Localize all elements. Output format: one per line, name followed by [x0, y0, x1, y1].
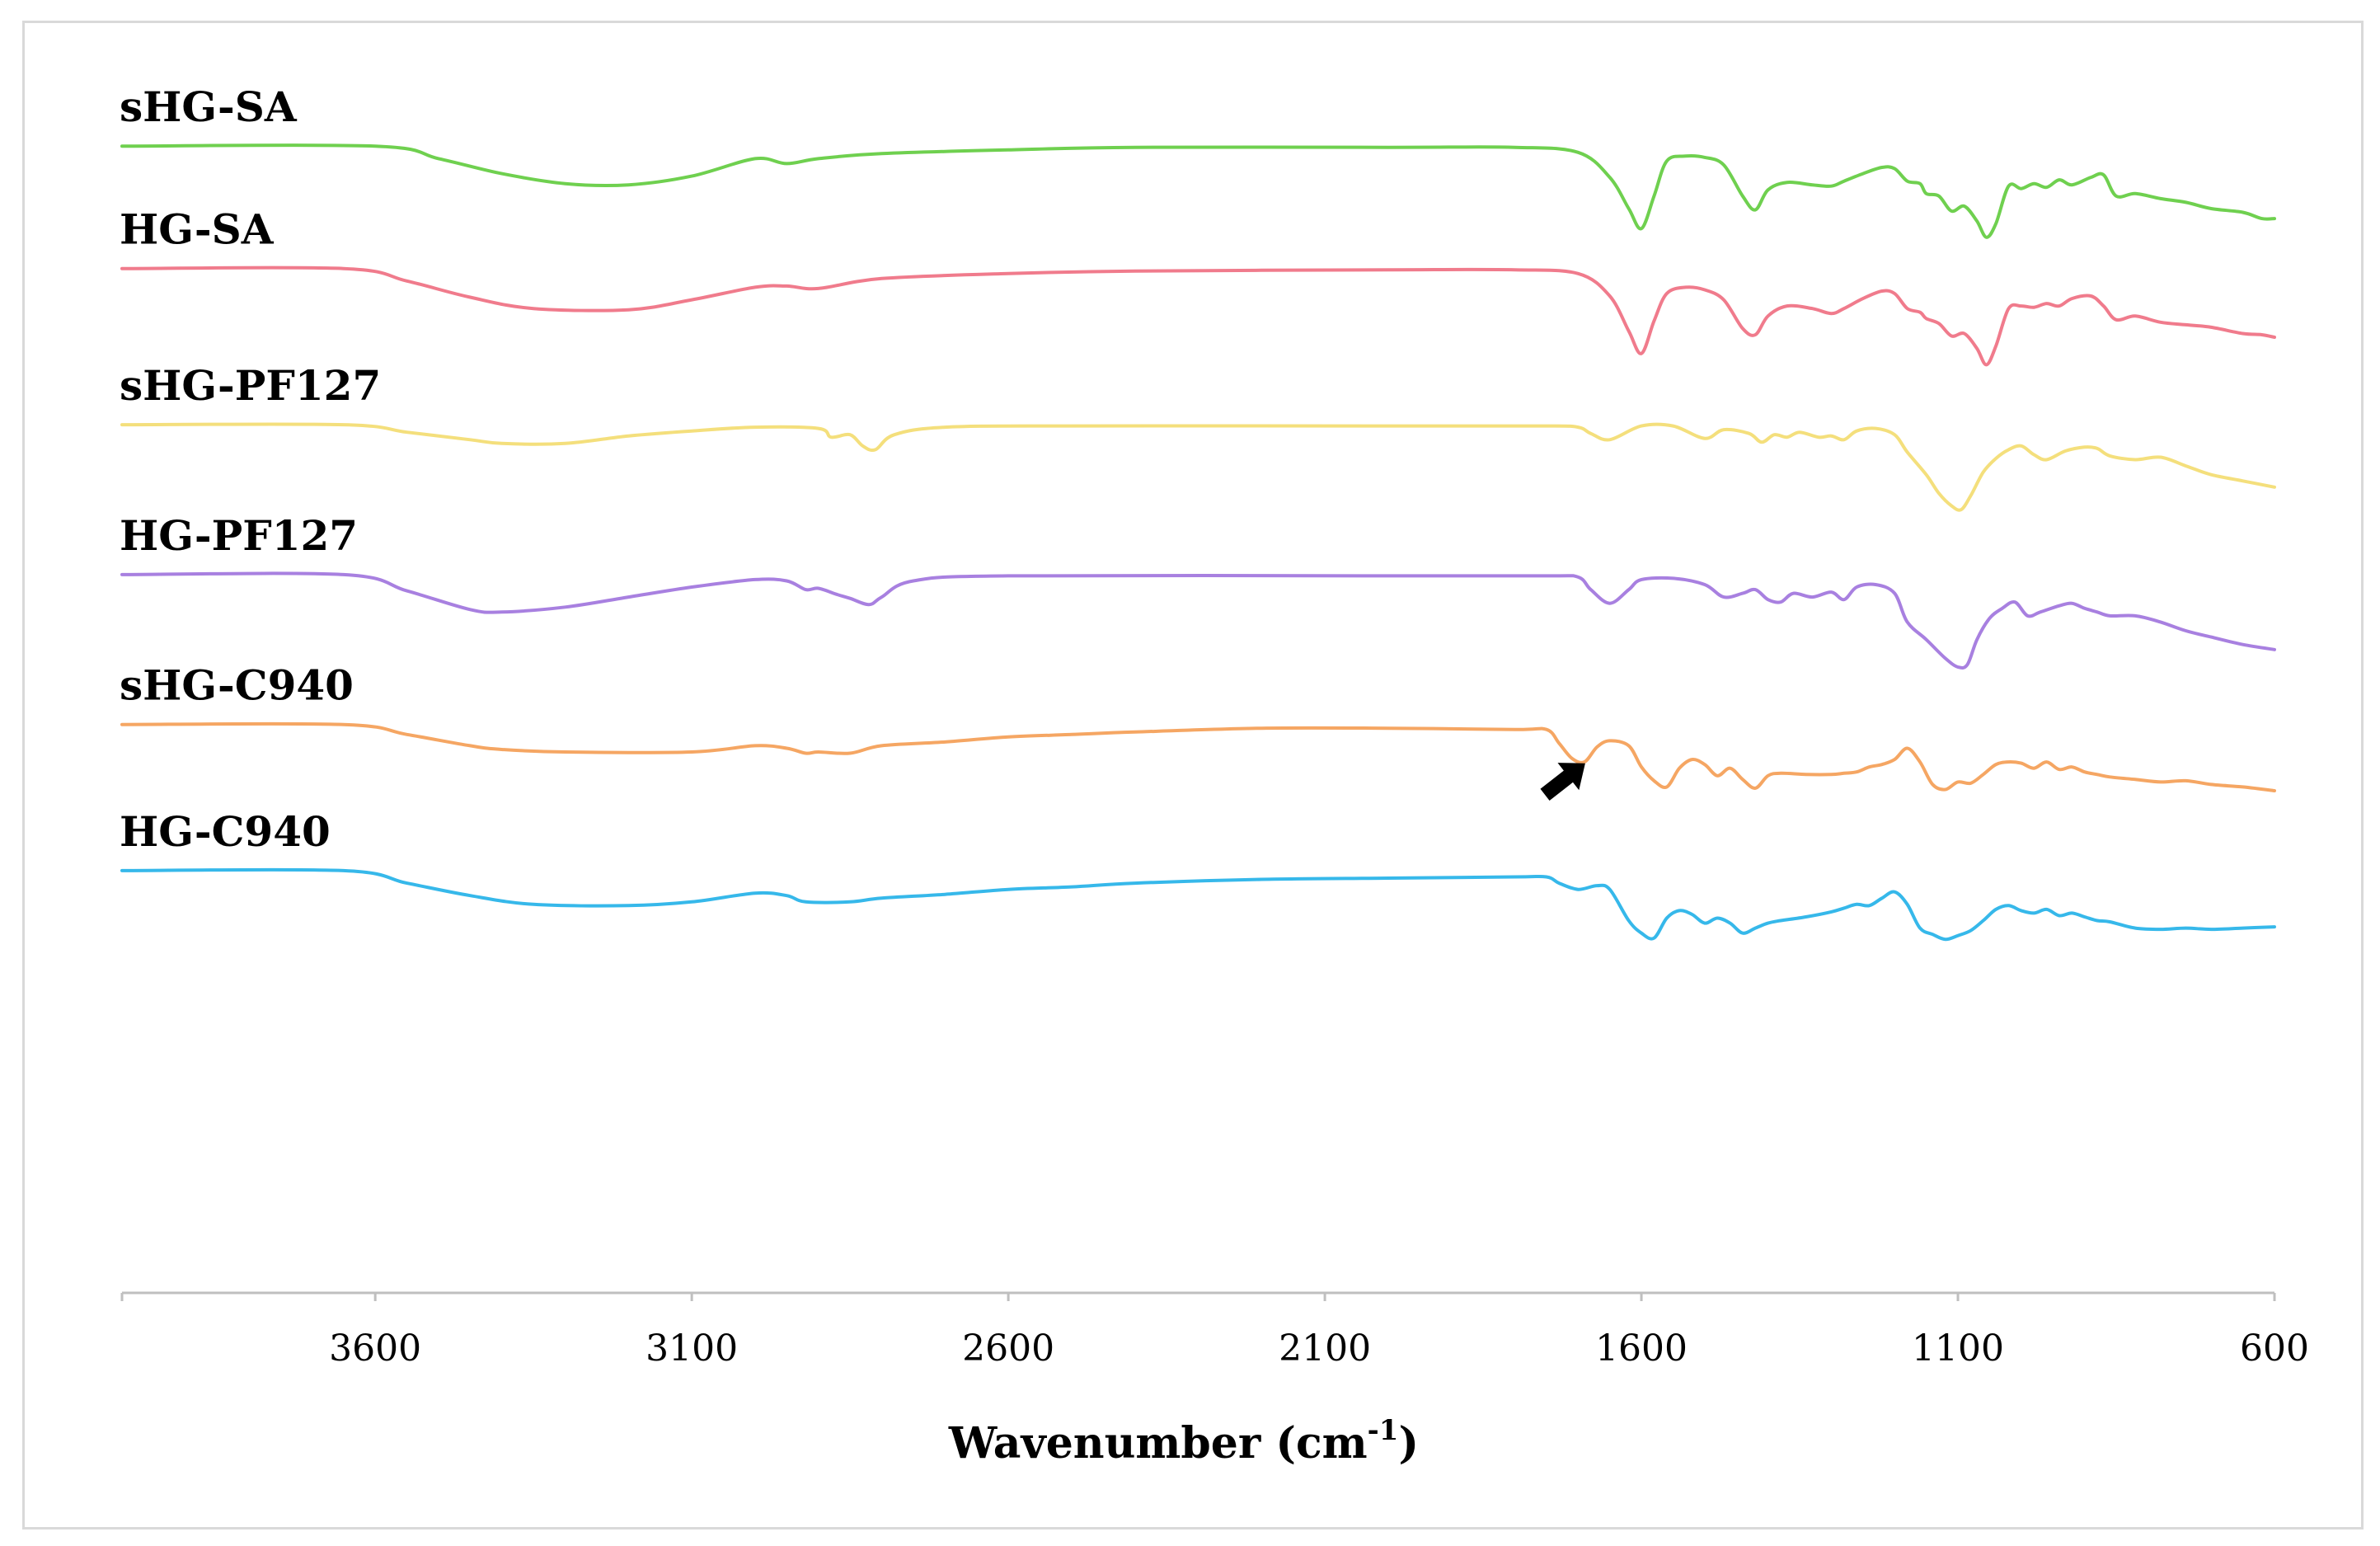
x-tick-label: 1100	[1912, 1327, 2004, 1370]
annotation-layer	[1540, 763, 1585, 801]
series-line-shg-sa	[120, 143, 2276, 239]
series-label-hg-pf127: HG-PF127	[120, 511, 358, 560]
series-label-shg-sa: sHG-SA	[120, 82, 298, 131]
series-line-shg-c940	[120, 721, 2276, 792]
series-line-hg-pf127	[120, 571, 2276, 670]
x-tick-label: 600	[2240, 1327, 2309, 1370]
series-label-shg-pf127: sHG-PF127	[120, 361, 381, 410]
series-label-shg-c940: sHG-C940	[120, 661, 354, 710]
series-line-shg-pf127	[120, 422, 2276, 512]
x-tick-label: 3100	[645, 1327, 738, 1370]
x-tick-layer: 3600 3100 2600 2100 1600 1100 600	[120, 1293, 2309, 1370]
series-label-layer: sHG-SA HG-SA sHG-PF127 HG-PF127 sHG-C940 HG-C…	[120, 82, 381, 856]
series-line-hg-sa	[120, 265, 2276, 367]
series-label-hg-c940: HG-C940	[120, 807, 331, 856]
x-tick-label: 2600	[962, 1327, 1054, 1370]
figure-frame: sHG-SA HG-SA sHG-PF127 HG-PF127 sHG-C940 HG-C…	[22, 21, 2364, 1530]
x-tick-label: 1600	[1595, 1327, 1688, 1370]
series-layer	[120, 143, 2276, 942]
x-tick-label: 2100	[1279, 1327, 1371, 1370]
x-axis-title: Wavenumber (cm-1)	[948, 1414, 1419, 1468]
x-axis: 3600 3100 2600 2100 1600 1100 600 Wavenumber (…	[120, 1291, 2309, 1468]
annotation-arrow-icon	[1540, 763, 1585, 801]
series-label-hg-sa: HG-SA	[120, 205, 275, 254]
ftir-spectra-chart: sHG-SA HG-SA sHG-PF127 HG-PF127 sHG-C940 HG-C…	[120, 82, 2309, 1468]
series-line-hg-c940	[120, 867, 2276, 942]
annotation-arrow-shape	[1540, 763, 1585, 801]
x-tick-label: 3600	[329, 1327, 421, 1370]
